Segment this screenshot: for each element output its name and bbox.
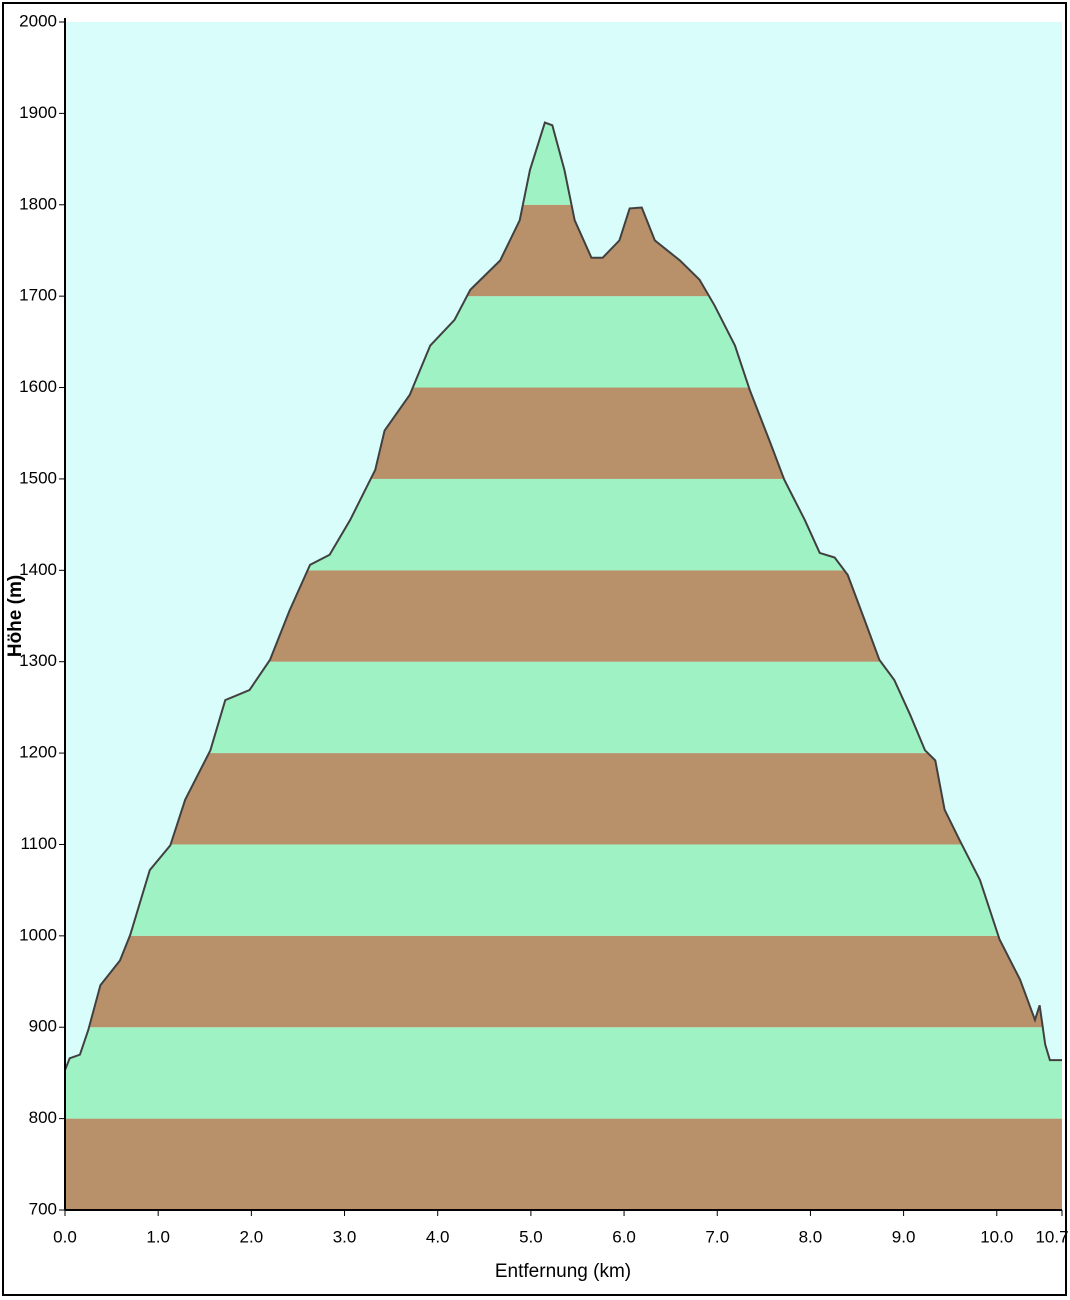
y-tick-label: 1600 bbox=[19, 377, 57, 396]
y-tick-label: 1200 bbox=[19, 743, 57, 762]
x-tick-label: 5.0 bbox=[519, 1227, 543, 1246]
x-tick-label: 3.0 bbox=[333, 1227, 357, 1246]
elevation-band bbox=[65, 844, 1062, 936]
y-tick-label: 1500 bbox=[19, 468, 57, 487]
x-tick-label: 10.0 bbox=[980, 1227, 1013, 1246]
x-tick-label: 1.0 bbox=[146, 1227, 170, 1246]
x-tick-label: 6.0 bbox=[612, 1227, 636, 1246]
y-tick-label: 900 bbox=[29, 1017, 57, 1036]
y-tick-label: 1400 bbox=[19, 560, 57, 579]
elevation-band bbox=[65, 1027, 1062, 1119]
y-tick-label: 1800 bbox=[19, 194, 57, 213]
elevation-band bbox=[65, 753, 1062, 845]
x-tick-label: 2.0 bbox=[240, 1227, 264, 1246]
y-tick-label: 2000 bbox=[19, 11, 57, 30]
elevation-band bbox=[65, 1118, 1062, 1210]
x-tick-label: 8.0 bbox=[799, 1227, 823, 1246]
x-tick-label: 7.0 bbox=[705, 1227, 729, 1246]
y-tick-label: 1700 bbox=[19, 286, 57, 305]
x-axis-title: Entfernung (km) bbox=[495, 1261, 631, 1282]
x-tick-label: 9.0 bbox=[892, 1227, 916, 1246]
x-tick-label: 4.0 bbox=[426, 1227, 450, 1246]
profile-line bbox=[64, 121, 1062, 1071]
y-axis-title: Höhe (m) bbox=[5, 575, 26, 657]
y-tick-label: 1100 bbox=[20, 834, 57, 853]
y-tick-label: 700 bbox=[29, 1199, 57, 1218]
x-tick-label: 10.7 bbox=[1035, 1227, 1068, 1246]
y-tick-label: 1300 bbox=[19, 651, 57, 670]
elevation-band bbox=[65, 935, 1062, 1028]
y-tick-label: 1000 bbox=[19, 925, 57, 944]
y-tick-label: 800 bbox=[29, 1108, 57, 1127]
x-tick-label: 0.0 bbox=[53, 1227, 77, 1246]
y-tick-label: 1900 bbox=[19, 103, 57, 122]
